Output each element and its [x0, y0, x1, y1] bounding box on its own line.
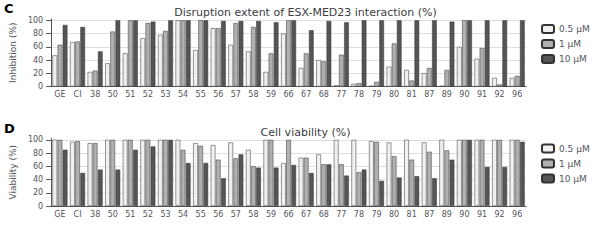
svg-text:77: 77 [336, 90, 346, 99]
svg-text:38: 38 [90, 90, 100, 99]
svg-text:90: 90 [459, 210, 469, 219]
svg-text:Cell viability (%): Cell viability (%) [261, 126, 351, 139]
svg-text:81: 81 [407, 90, 417, 99]
svg-text:54: 54 [178, 90, 188, 99]
svg-text:50: 50 [108, 210, 118, 219]
svg-text:89: 89 [442, 210, 452, 219]
svg-text:77: 77 [336, 210, 346, 219]
svg-text:68: 68 [319, 210, 329, 219]
svg-text:52: 52 [143, 90, 153, 99]
svg-text:67: 67 [301, 90, 311, 99]
svg-text:80: 80 [33, 29, 43, 38]
svg-text:58: 58 [248, 90, 258, 99]
svg-text:56: 56 [213, 90, 223, 99]
svg-text:80: 80 [389, 210, 399, 219]
svg-text:67: 67 [301, 210, 311, 219]
svg-text:66: 66 [283, 90, 293, 99]
svg-text:53: 53 [160, 90, 170, 99]
svg-text:79: 79 [371, 90, 381, 99]
svg-text:54: 54 [178, 210, 188, 219]
svg-text:60: 60 [33, 162, 43, 171]
svg-text:40: 40 [33, 175, 43, 184]
svg-text:56: 56 [213, 210, 223, 219]
svg-text:92: 92 [495, 90, 505, 99]
svg-text:GE: GE [54, 90, 65, 99]
svg-text:50: 50 [108, 90, 118, 99]
svg-text:D: D [4, 121, 15, 136]
svg-text:0: 0 [38, 202, 43, 211]
svg-text:55: 55 [196, 210, 206, 219]
svg-text:87: 87 [424, 90, 434, 99]
svg-text:78: 78 [354, 210, 364, 219]
svg-text:87: 87 [424, 210, 434, 219]
svg-text:GE: GE [54, 210, 65, 219]
svg-text:81: 81 [407, 210, 417, 219]
svg-text:58: 58 [248, 210, 258, 219]
svg-text:CI: CI [74, 210, 82, 219]
svg-text:53: 53 [160, 210, 170, 219]
svg-text:80: 80 [389, 90, 399, 99]
svg-text:20: 20 [33, 69, 43, 78]
svg-text:57: 57 [231, 210, 241, 219]
svg-text:Viability (%): Viability (%) [8, 145, 18, 199]
svg-text:66: 66 [283, 210, 293, 219]
svg-text:79: 79 [371, 210, 381, 219]
svg-text:52: 52 [143, 210, 153, 219]
svg-text:91: 91 [477, 210, 487, 219]
svg-text:51: 51 [125, 90, 135, 99]
svg-text:80: 80 [33, 149, 43, 158]
svg-text:1 μM: 1 μM [559, 159, 581, 169]
svg-text:0: 0 [38, 82, 43, 91]
svg-text:100: 100 [28, 135, 43, 144]
svg-text:60: 60 [33, 42, 43, 51]
svg-text:CI: CI [74, 90, 82, 99]
svg-text:89: 89 [442, 90, 452, 99]
svg-text:Disruption extent of ESX-MED23: Disruption extent of ESX-MED23 interacti… [174, 6, 437, 19]
svg-text:Inhibition (%): Inhibition (%) [8, 23, 18, 83]
svg-text:57: 57 [231, 90, 241, 99]
svg-text:0.5 μM: 0.5 μM [559, 144, 590, 154]
svg-text:C: C [4, 1, 14, 16]
svg-text:59: 59 [266, 90, 276, 99]
svg-text:78: 78 [354, 90, 364, 99]
svg-text:40: 40 [33, 56, 43, 65]
svg-text:38: 38 [90, 210, 100, 219]
svg-text:90: 90 [459, 90, 469, 99]
svg-text:96: 96 [512, 90, 522, 99]
svg-text:51: 51 [125, 210, 135, 219]
svg-text:59: 59 [266, 210, 276, 219]
svg-text:1 μM: 1 μM [559, 39, 581, 49]
svg-text:0.5 μM: 0.5 μM [559, 24, 590, 34]
svg-text:68: 68 [319, 90, 329, 99]
svg-text:100: 100 [28, 16, 43, 25]
svg-text:92: 92 [495, 210, 505, 219]
svg-text:10 μM: 10 μM [559, 174, 587, 184]
svg-text:55: 55 [196, 90, 206, 99]
svg-text:20: 20 [33, 188, 43, 197]
svg-text:10 μM: 10 μM [559, 54, 587, 64]
svg-text:96: 96 [512, 210, 522, 219]
svg-text:91: 91 [477, 90, 487, 99]
